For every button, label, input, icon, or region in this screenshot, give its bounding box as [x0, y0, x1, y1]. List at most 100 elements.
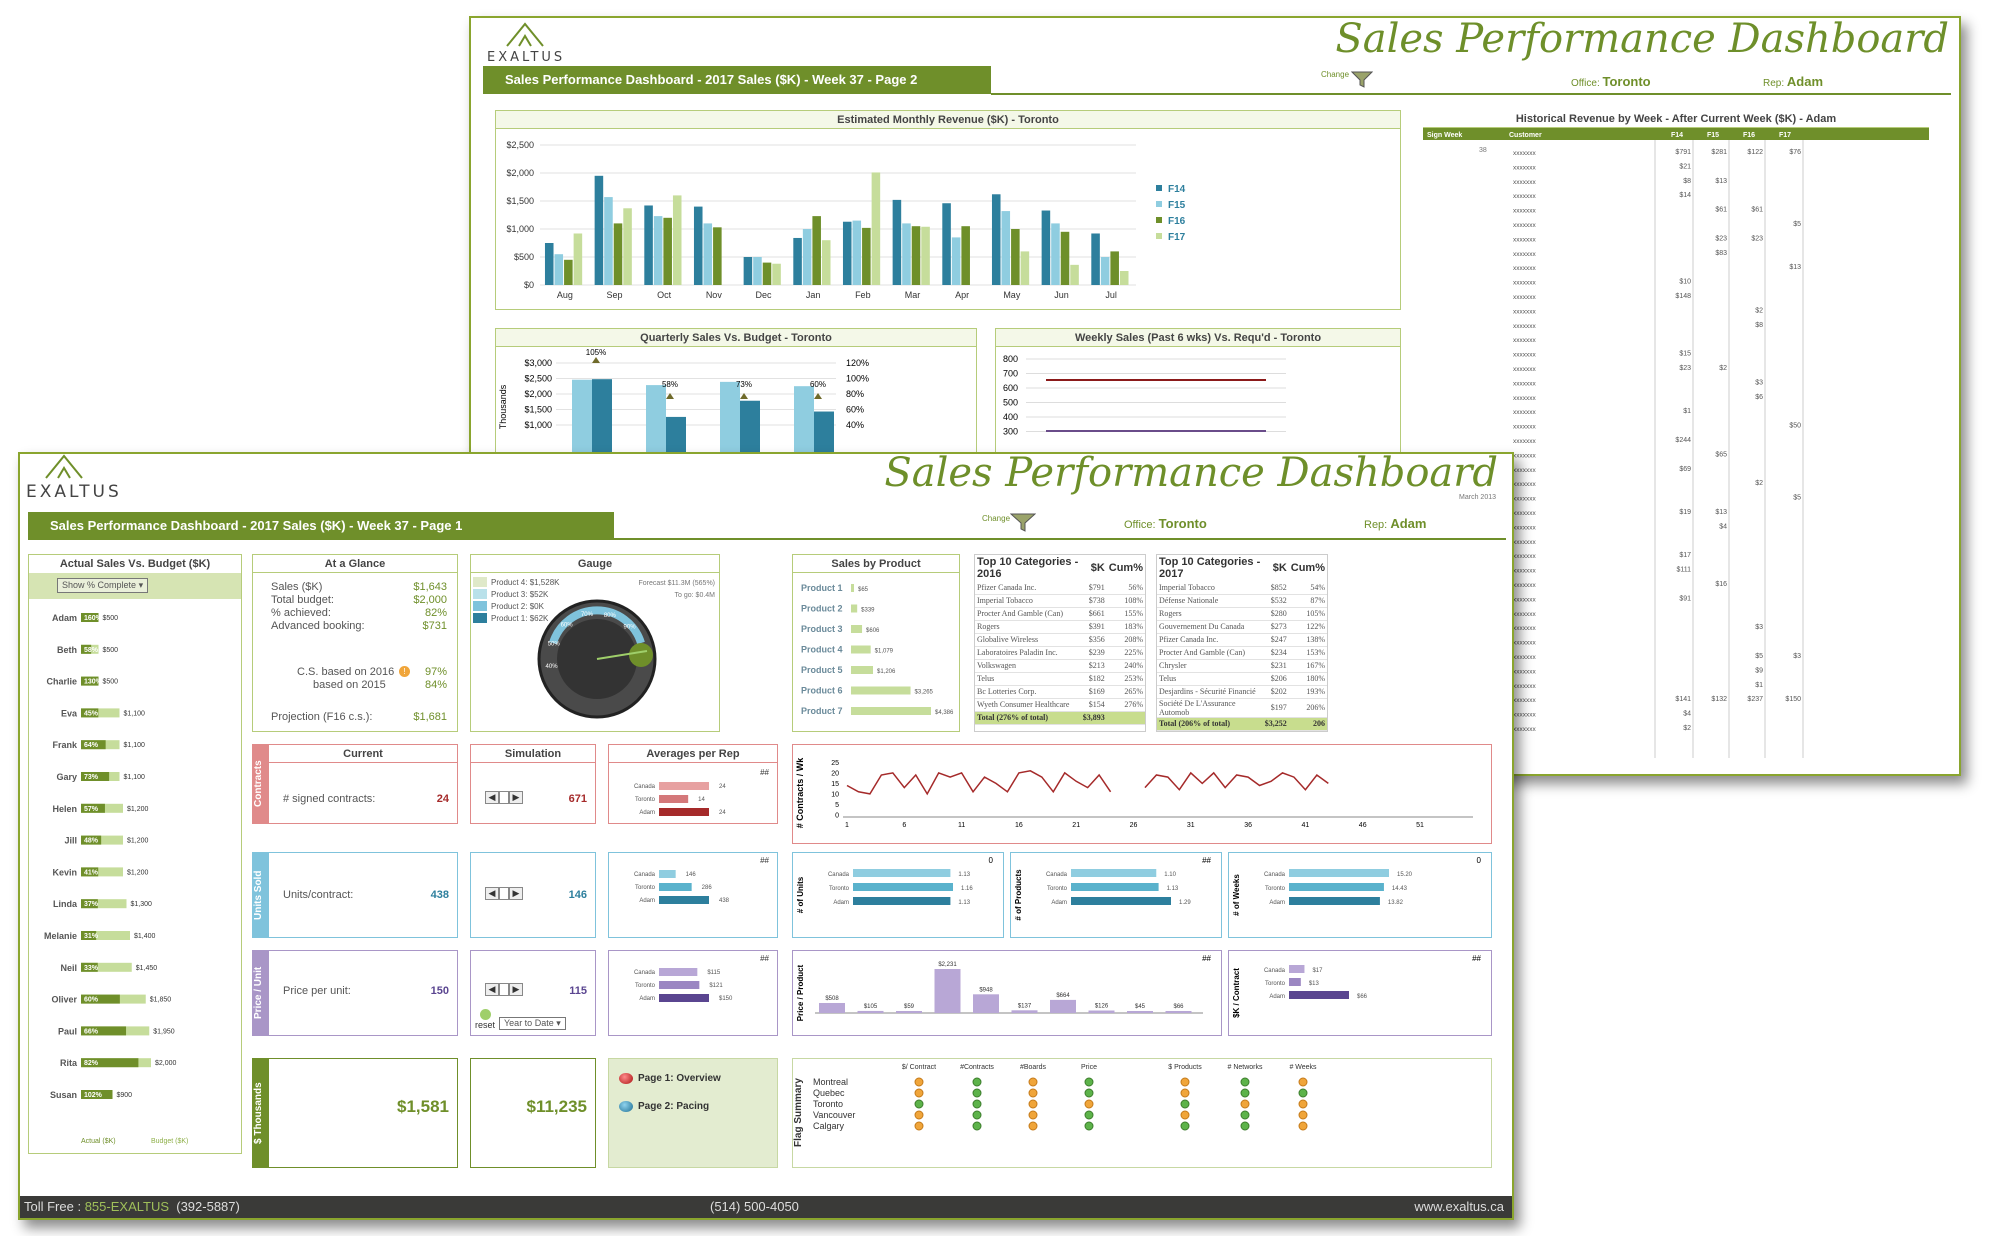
bar-f14 — [743, 257, 753, 285]
page1-nav-button[interactable]: Page 1: Overview — [619, 1073, 721, 1084]
table-row[interactable]: Rogers $280 105% — [1157, 607, 1327, 621]
orange-flag-icon — [1084, 1099, 1094, 1109]
change-button[interactable]: Change — [982, 514, 1011, 523]
value-cell: $8 — [1683, 178, 1691, 185]
sk-name: Adam — [1269, 994, 1285, 1000]
office-value[interactable]: Toronto — [1158, 516, 1207, 531]
pct-label: 58% — [662, 380, 678, 389]
rep-value[interactable]: Adam — [1390, 516, 1427, 531]
product-bar — [851, 625, 863, 633]
navigation-panel: Page 1: Overview Page 2: Pacing — [608, 1058, 778, 1168]
orange-flag-icon — [1298, 1121, 1308, 1131]
rep-value[interactable]: Adam — [1786, 74, 1824, 89]
sign-week: 38 — [1479, 147, 1487, 154]
bar-f15 — [703, 223, 713, 285]
table-row[interactable]: Défense Nationale $532 87% — [1157, 594, 1327, 608]
flag-column-header: #Contracts — [960, 1064, 994, 1071]
table-row[interactable]: Gouvernement Du Canada $273 122% — [1157, 620, 1327, 634]
x-tick-label: Sep — [606, 290, 622, 300]
table-row[interactable]: Imperial Tobacco $738 108% — [975, 594, 1145, 608]
office-label: Office: — [1571, 78, 1600, 89]
actual-bar — [81, 962, 98, 972]
change-button[interactable]: Change — [1321, 70, 1350, 79]
increment-button[interactable]: ▶ — [509, 791, 523, 805]
table-row[interactable]: Rogers $391 183% — [975, 620, 1145, 634]
info-icon[interactable]: ! — [399, 666, 410, 677]
flag-city-label: Toronto — [813, 1099, 843, 1109]
thousands-current-value: $1,581 — [397, 1097, 449, 1116]
table-row[interactable]: Globalive Wireless $356 208% — [975, 633, 1145, 647]
reset-button[interactable]: reset — [475, 1009, 495, 1030]
table-row[interactable]: Chrysler $231 167% — [1157, 659, 1327, 673]
unit-value: 1.13 — [1167, 886, 1179, 892]
orange-flag-icon — [1180, 1088, 1190, 1098]
price-label: $45 — [1135, 1004, 1146, 1010]
price-label: $59 — [904, 1004, 915, 1010]
website-link[interactable]: www.exaltus.ca — [1414, 1199, 1504, 1214]
office-value[interactable]: Toronto — [1602, 74, 1651, 89]
bar-f14 — [644, 205, 653, 285]
value-cell: $91 — [1679, 595, 1691, 602]
price-bar — [857, 1010, 884, 1013]
table-row[interactable]: Desjardins - Sécurité Financié $202 193% — [1157, 685, 1327, 699]
top-marker: ## — [1472, 954, 1481, 963]
table-row[interactable]: Procter And Gamble (Can) $661 155% — [975, 607, 1145, 621]
customer-cell: xxxxxxx — [1513, 553, 1537, 560]
units-spinner[interactable]: ◀ ▶ — [485, 885, 523, 903]
table-row[interactable]: Société De L'Assurance Automob $197 206% — [1157, 698, 1327, 718]
page2-nav-button[interactable]: Page 2: Pacing — [619, 1101, 709, 1112]
avg-name: Toronto — [635, 983, 656, 989]
bar-f16 — [911, 226, 921, 285]
bar-f14 — [1041, 210, 1051, 285]
advanced-booking-value: $731 — [422, 620, 447, 632]
period-dropdown[interactable]: Year to Date ▾ — [499, 1017, 566, 1030]
table-row[interactable]: Volkswagen $213 240% — [975, 659, 1145, 673]
decrement-button[interactable]: ◀ — [485, 887, 499, 901]
cs-2016-value: 97% — [424, 666, 447, 678]
table-row[interactable]: Pfizer Canada Inc. $791 56% — [975, 581, 1145, 595]
product-value: $1,079 — [875, 649, 894, 655]
decrement-button[interactable]: ◀ — [485, 791, 499, 805]
show-complete-dropdown[interactable]: Show % Complete ▾ — [57, 578, 149, 593]
budget-label: $1,850 — [150, 997, 172, 1004]
product-label: Product 3 — [801, 624, 843, 634]
orange-flag-icon — [1298, 1099, 1308, 1109]
value-cell: $16 — [1715, 581, 1727, 588]
product-value: $4,386 — [935, 710, 954, 716]
avg-bar — [659, 782, 709, 790]
table-row[interactable]: Procter And Gamble (Can) $234 153% — [1157, 646, 1327, 660]
x-tick-label: Apr — [955, 290, 969, 300]
table-row[interactable]: Wyeth Consumer Healthcare $154 276% — [975, 698, 1145, 712]
funnel-icon[interactable] — [1351, 70, 1373, 88]
price-label: $137 — [1018, 1003, 1032, 1009]
pct-label: 60% — [84, 997, 99, 1004]
value-cell: $13 — [1715, 509, 1727, 516]
value-cell: $17 — [1679, 552, 1691, 559]
table-row[interactable]: Laboratoires Paladin Inc. $239 225% — [975, 646, 1145, 660]
actual-bar — [81, 740, 106, 750]
table-row[interactable]: Bc Lotteries Corp. $169 265% — [975, 685, 1145, 699]
funnel-icon[interactable] — [1010, 512, 1036, 532]
customer-cell: xxxxxxx — [1513, 193, 1537, 200]
cs-2016-label: C.S. based on 2016 — [297, 666, 395, 678]
product-label: Product 4 — [801, 645, 843, 655]
table-row[interactable]: Imperial Tobacco $852 54% — [1157, 581, 1327, 595]
flag-city-label: Montreal — [813, 1077, 848, 1087]
increment-button[interactable]: ▶ — [509, 983, 523, 997]
rep-name: Beth — [57, 645, 77, 655]
table-row[interactable]: Telus $182 253% — [975, 672, 1145, 686]
legend-label: Product 3: $52K — [491, 590, 549, 599]
table-row[interactable]: Telus $206 180% — [1157, 672, 1327, 686]
contracts-spinner[interactable]: ◀ ▶ — [485, 789, 523, 807]
at-a-glance-title: At a Glance — [253, 555, 457, 573]
table-row[interactable]: Pfizer Canada Inc. $247 138% — [1157, 633, 1327, 647]
customer-cell: xxxxxxx — [1513, 452, 1537, 459]
budget-label: $1,200 — [127, 838, 149, 845]
price-spinner[interactable]: ◀ ▶ — [485, 981, 523, 999]
price-bar — [1011, 1010, 1038, 1013]
increment-button[interactable]: ▶ — [509, 887, 523, 901]
value-cell: $50 — [1789, 423, 1801, 430]
footer: Toll Free : 855-EXALTUS (392-5887) (514)… — [20, 1196, 1512, 1218]
decrement-button[interactable]: ◀ — [485, 983, 499, 997]
price-label: $126 — [1095, 1004, 1109, 1010]
